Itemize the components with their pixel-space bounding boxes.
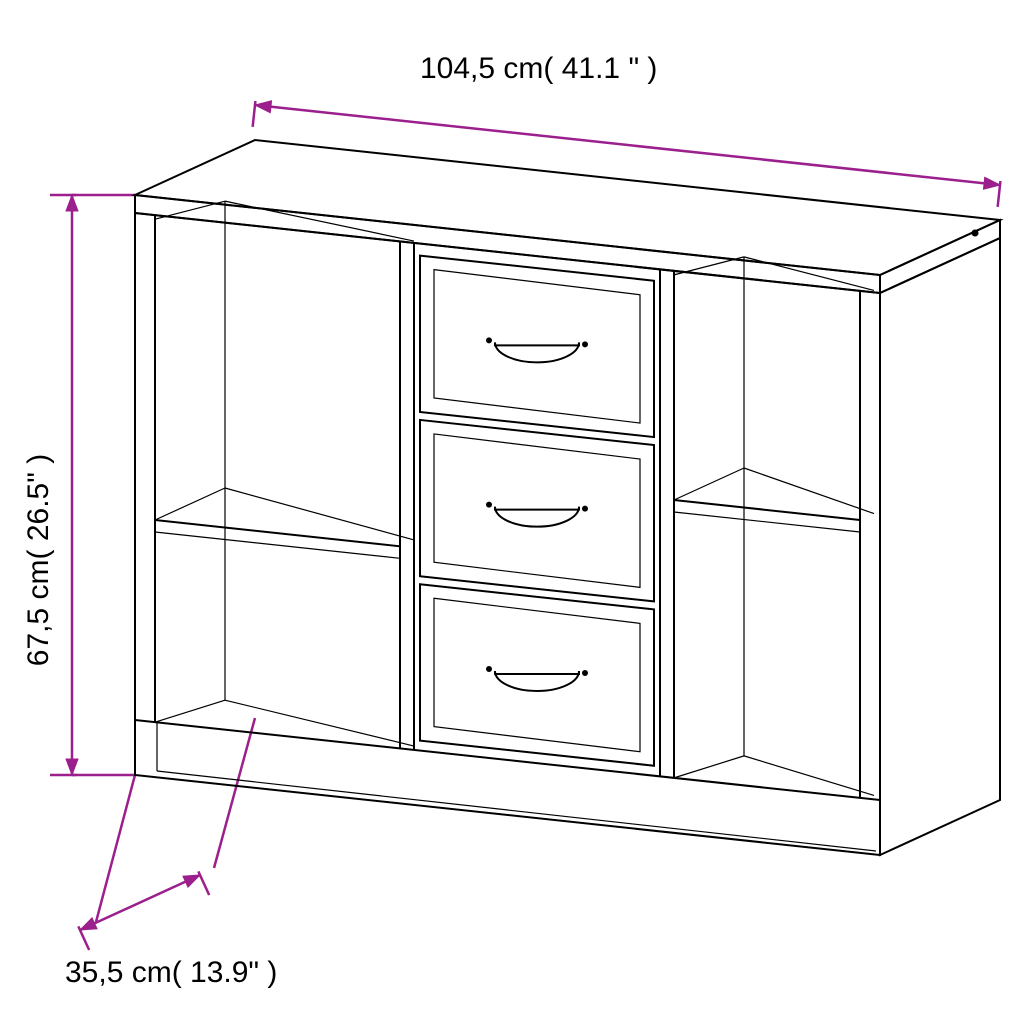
label-depth: 35,5 cm( 13.9" ) — [65, 956, 277, 989]
label-width: 104,5 cm( 41.1 " ) — [420, 52, 657, 85]
open-shelf — [155, 201, 414, 746]
dimension-labels: 104,5 cm( 41.1 " ) 67,5 cm( 26.5" ) 35,5 c… — [22, 52, 657, 989]
furniture-drawing — [135, 140, 1000, 855]
drawers — [420, 256, 654, 766]
open-shelf — [674, 257, 874, 796]
dim-width — [253, 101, 1001, 207]
drawer-3 — [420, 584, 654, 765]
drawer-2 — [420, 420, 654, 601]
drawer-1 — [420, 256, 654, 437]
cam-hole — [972, 230, 979, 237]
label-height: 67,5 cm( 26.5" ) — [22, 454, 55, 666]
